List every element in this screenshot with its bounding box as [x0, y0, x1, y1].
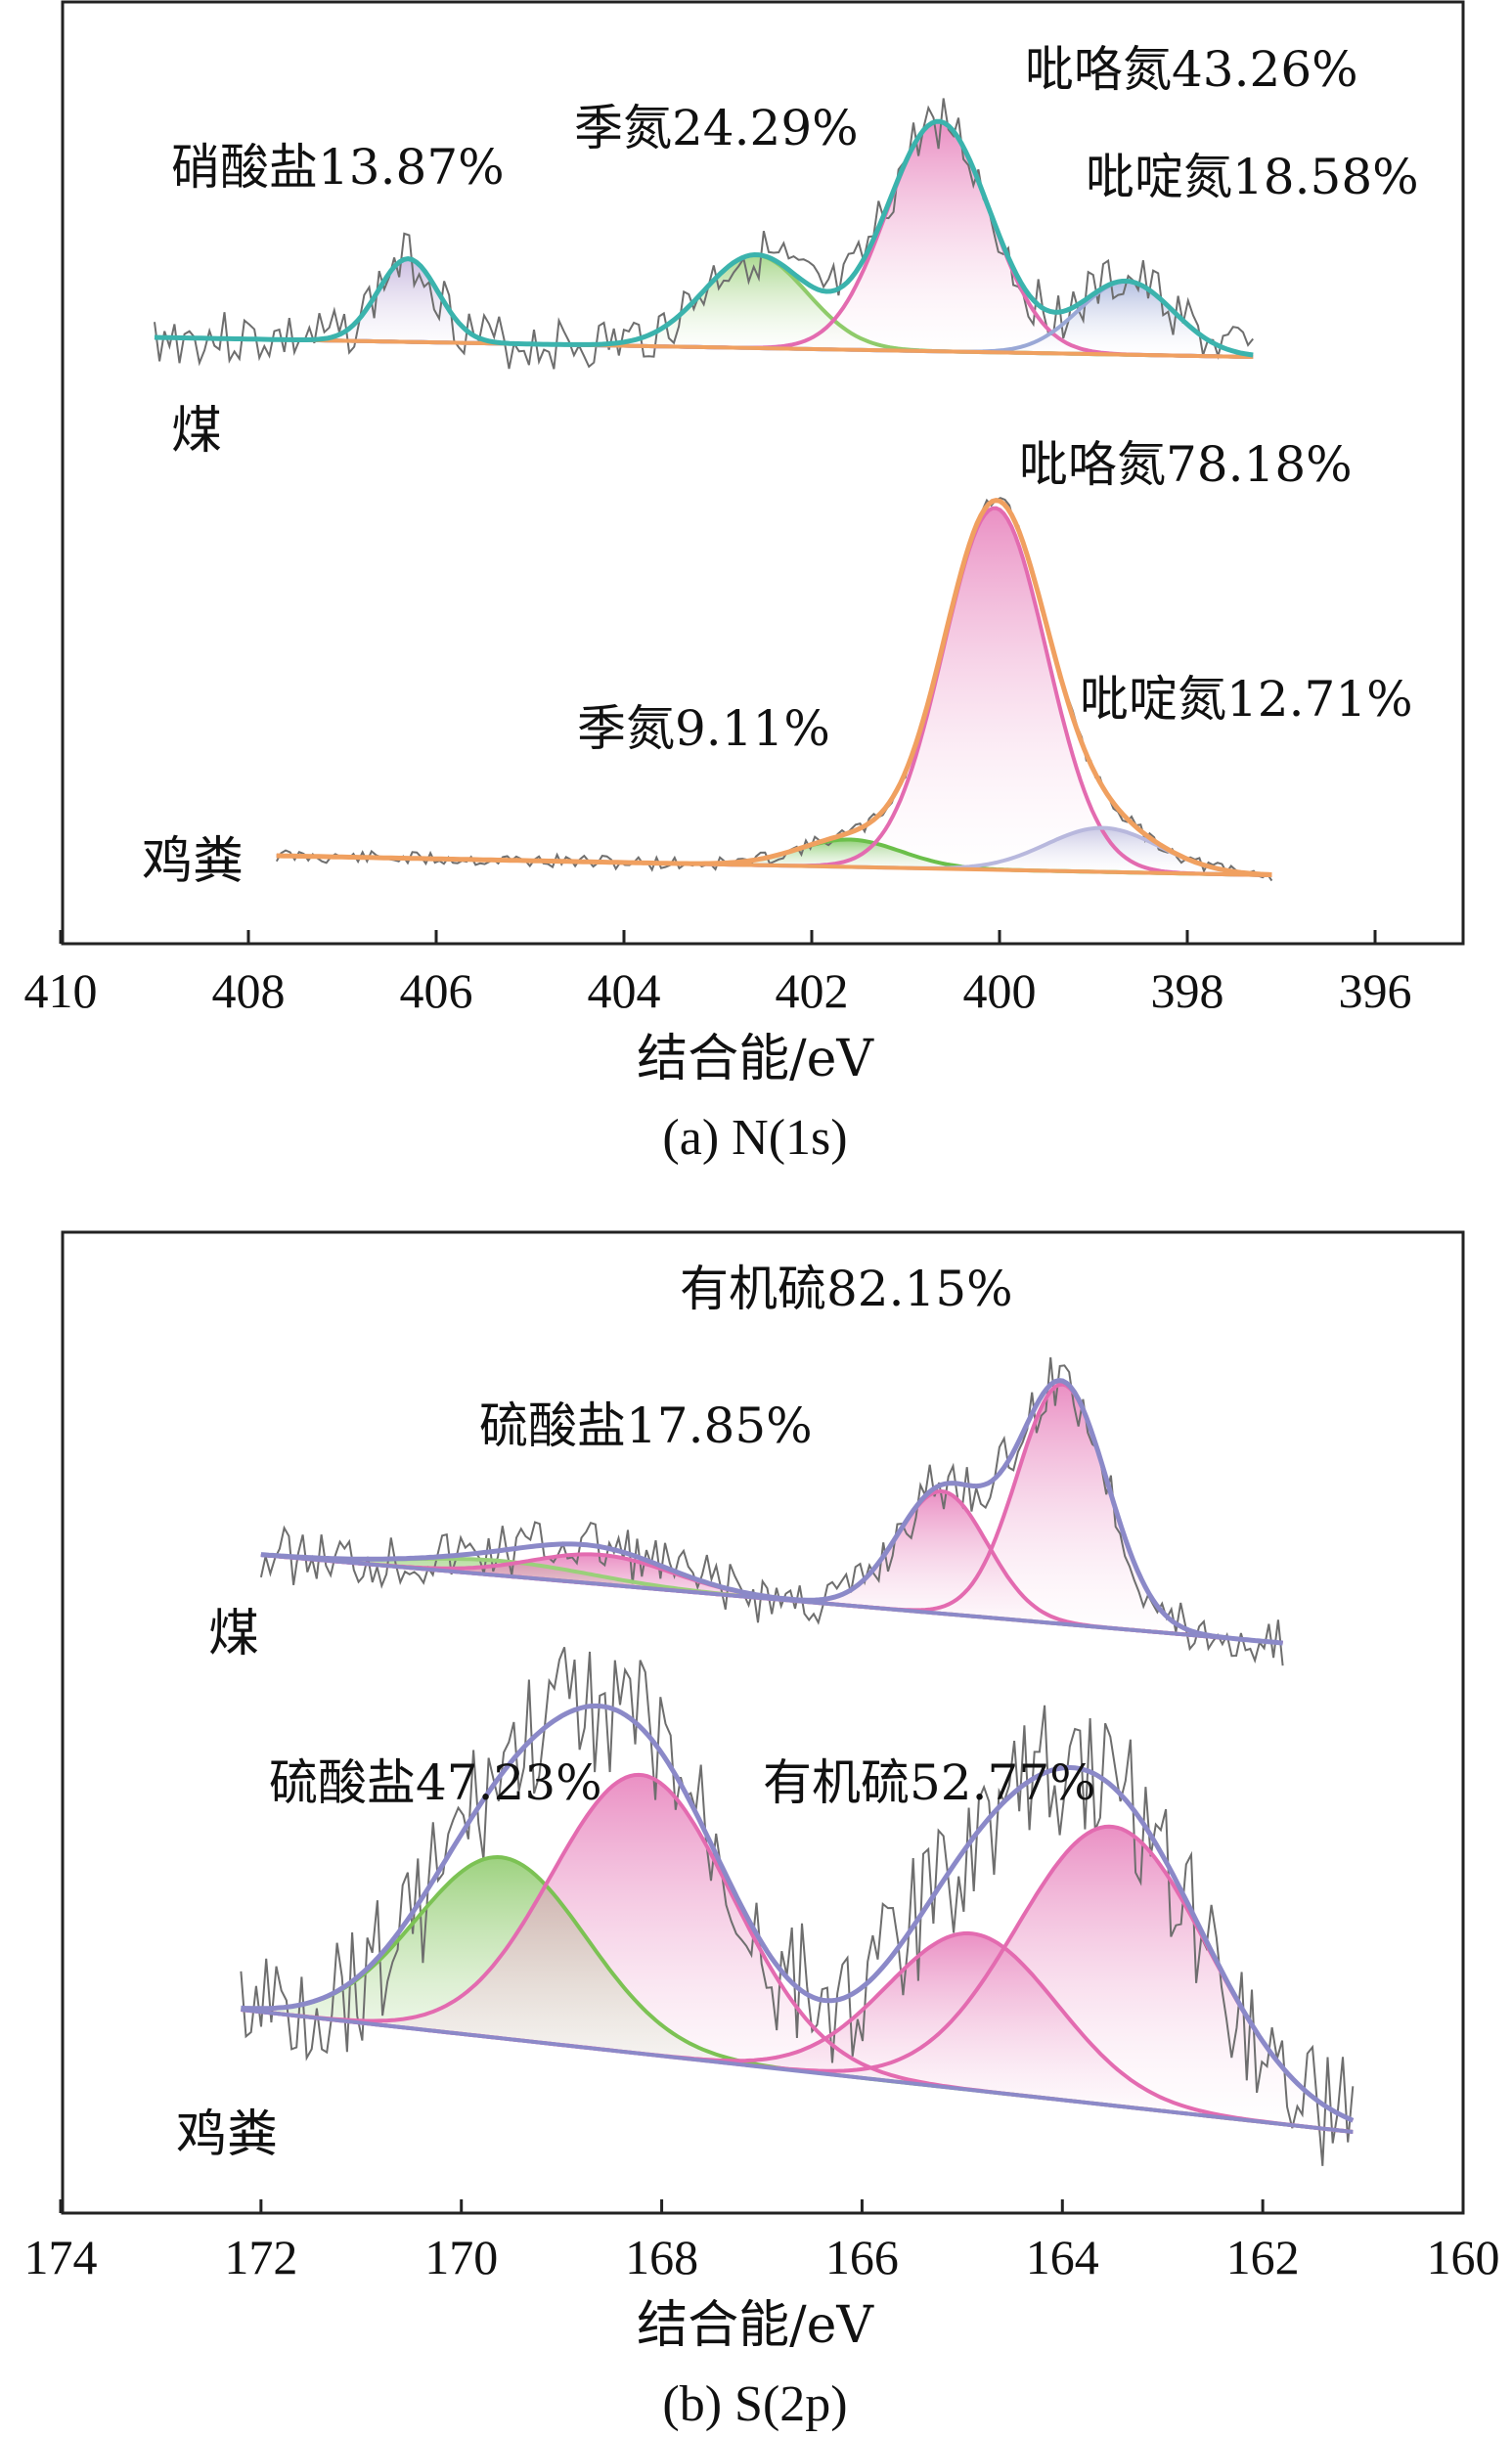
component-fill-吡咯氮	[155, 121, 1254, 357]
x-tick-label: 174	[24, 2230, 98, 2284]
x-ticks-n1s: 410 408 406 404 402 400 398 396	[24, 930, 1412, 1018]
fit-envelope-鸡粪	[276, 498, 1272, 877]
annotation-pyridinic-n-12-71: 吡啶氮12.71%	[1080, 671, 1413, 728]
x-tick-label: 166	[825, 2230, 899, 2284]
component-fill-吡啶氮	[276, 827, 1272, 875]
fills-n1s	[155, 121, 1272, 875]
panel-n1s: 410 408 406 404 402 400 398 396 煤 鸡粪 硝酸盐13.87% …	[24, 0, 1465, 1166]
x-tick-label: 396	[1339, 963, 1412, 1018]
plot-frame-s2p	[61, 1230, 1465, 2215]
raw-spectrum-鸡粪	[240, 1647, 1355, 2166]
sample-label-manure-s2p: 鸡粪	[176, 2106, 278, 2164]
annotation-organic-s-52-77: 有机硫52.77%	[763, 1754, 1096, 1811]
x-axis-title-n1s: 结合能/eV	[637, 1030, 874, 1088]
caption-s2p: (b) S(2p)	[662, 2376, 847, 2432]
annotation-nitrate-13-87: 硝酸盐13.87%	[171, 139, 505, 196]
annotation-organic-s-82-15: 有机硫82.15%	[680, 1261, 1013, 1317]
fit-curves-n1s	[154, 118, 1272, 877]
x-tick-label: 410	[24, 963, 98, 1018]
annotation-sulfate-17-85: 硫酸盐17.85%	[479, 1397, 813, 1454]
panel-s2p: 174 172 170 168 166 164 162 160 煤 鸡粪 有机硫82.15% …	[24, 1230, 1500, 2432]
component-fill-吡咯氮	[276, 508, 1272, 875]
annotation-quaternary-n-9-11: 季氮9.11%	[577, 700, 830, 757]
x-tick-label: 170	[424, 2230, 498, 2284]
x-tick-label: 408	[212, 963, 286, 1018]
annotation-pyridinic-n-18-58: 吡啶氮18.58%	[1086, 149, 1419, 205]
sample-label-coal-n1s: 煤	[171, 402, 222, 461]
x-tick-label: 402	[776, 963, 849, 1018]
x-axis-title-s2p: 结合能/eV	[637, 2296, 874, 2355]
annotation-quaternary-n-24-29: 季氮24.29%	[574, 100, 859, 156]
sample-label-coal-s2p: 煤	[208, 1605, 259, 1663]
caption-n1s: (a) N(1s)	[662, 1110, 847, 1166]
component-fill-硫酸盐	[241, 1857, 1354, 2132]
fit-envelope-煤	[154, 118, 1254, 358]
x-tick-label: 398	[1151, 963, 1224, 1018]
annotation-pyrrolic-n-43-26: 吡咯氮43.26%	[1025, 41, 1358, 98]
annotation-pyrrolic-n-78-18: 吡咯氮78.18%	[1019, 436, 1353, 493]
fit-envelope-煤	[260, 1378, 1283, 1646]
annotation-sulfate-47-23: 硫酸盐47.23%	[269, 1754, 602, 1811]
fit-envelope-鸡粪	[241, 1703, 1355, 2123]
background-baseline	[241, 2008, 1354, 2134]
x-tick-label: 172	[224, 2230, 297, 2284]
x-tick-label: 162	[1226, 2230, 1300, 2284]
x-tick-label: 168	[625, 2230, 698, 2284]
x-tick-label: 406	[400, 963, 473, 1018]
sample-label-manure-n1s: 鸡粪	[142, 832, 244, 891]
background-baseline	[154, 335, 1254, 359]
fit-curves-s2p	[241, 1378, 1355, 2134]
raw-spectrum-煤	[154, 98, 1254, 370]
x-tick-label: 164	[1026, 2230, 1099, 2284]
plot-frame-n1s	[61, 0, 1465, 946]
x-ticks-s2p: 174 172 170 168 166 164 162 160	[24, 2199, 1500, 2284]
x-tick-label: 400	[963, 963, 1037, 1018]
x-tick-label: 404	[588, 963, 661, 1018]
component-fill-有机硫	[241, 1826, 1354, 2132]
x-tick-label: 160	[1427, 2230, 1500, 2284]
